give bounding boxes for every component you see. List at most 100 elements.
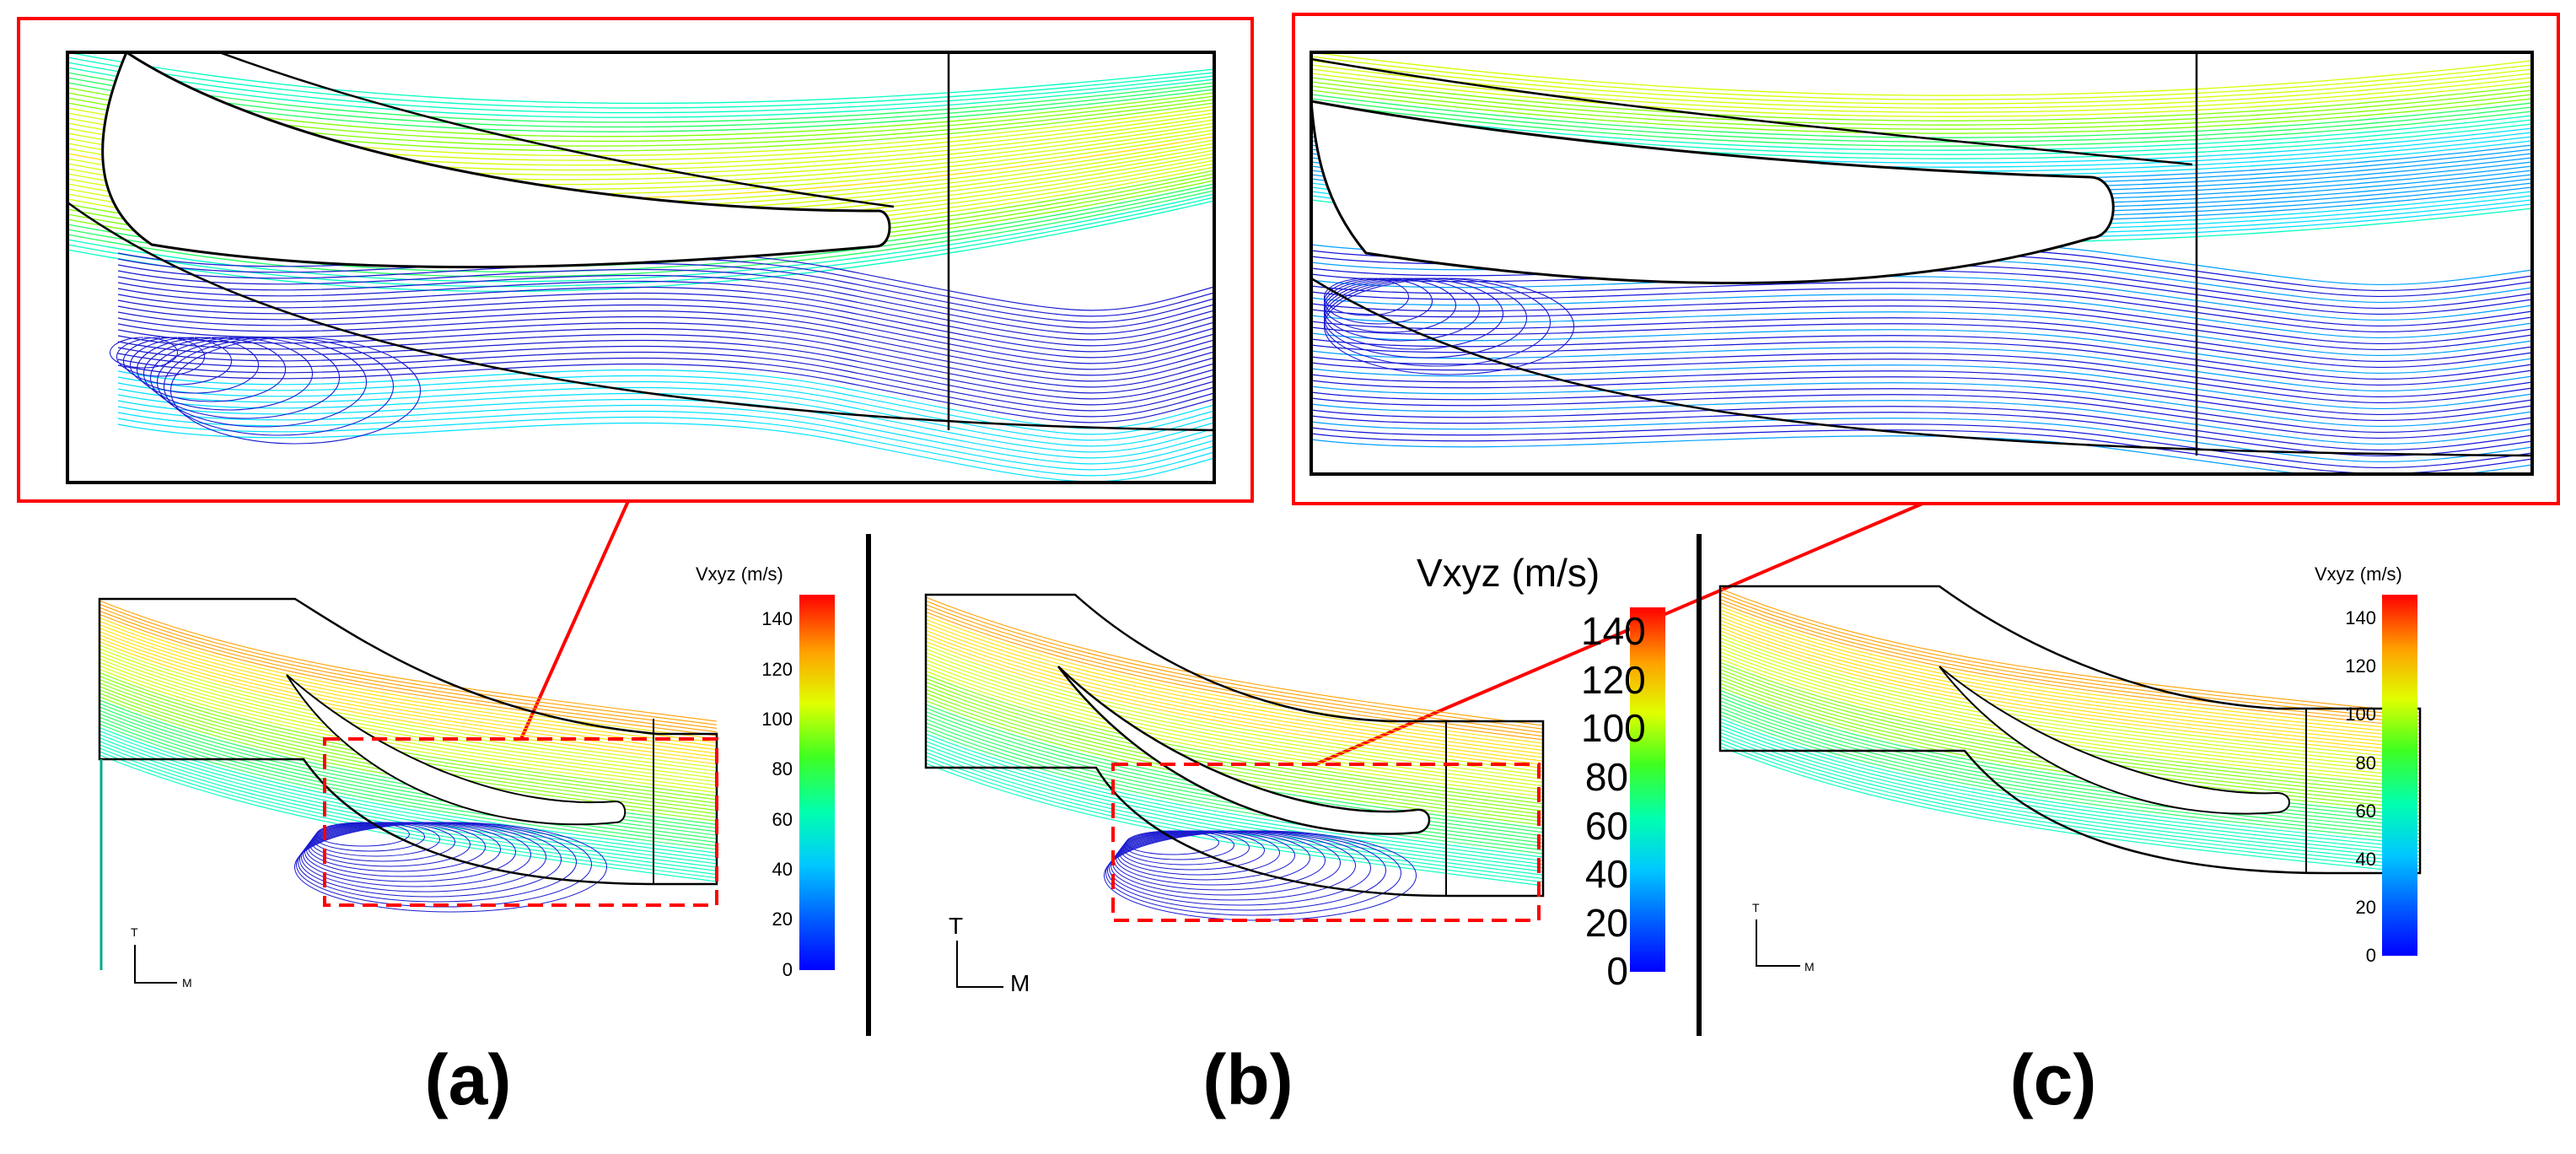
vortex-streamline: [117, 256, 1214, 317]
streamline: [925, 725, 1544, 851]
panel-c-colorbar: [2382, 595, 2417, 956]
vortex-loop: [1124, 830, 1234, 860]
colorbar-tick: 60: [2355, 800, 2376, 822]
streamline: [67, 200, 1214, 292]
colorbar-tick: 40: [2355, 848, 2376, 870]
panel-c-streamlines: [1719, 588, 2421, 874]
vortex-streamline: [117, 404, 1214, 465]
streamline: [1719, 630, 2421, 757]
streamline: [1719, 704, 2421, 831]
streamline: [1311, 102, 2532, 147]
streamline: [1719, 612, 2421, 739]
streamline: [99, 623, 718, 747]
inset-b-endwall: [1311, 277, 2532, 457]
streamline: [99, 741, 718, 868]
streamline: [925, 730, 1544, 855]
vortex-loop: [149, 337, 341, 419]
vortex-streamline: [1311, 418, 2532, 463]
vortex-loop: [1126, 830, 1219, 855]
vortex-streamline: [117, 386, 1214, 447]
vortex-streamline: [1311, 423, 2532, 469]
streamline: [1719, 609, 2421, 735]
streamline: [925, 615, 1544, 744]
vortex-loop: [116, 337, 206, 377]
vortex-loop: [1122, 830, 1250, 866]
vortex-streamline: [1311, 329, 2532, 375]
streamline: [99, 731, 718, 857]
vortex-loop: [169, 337, 422, 445]
vortex-streamline: [1311, 335, 2532, 380]
streamline: [1311, 98, 2532, 143]
panel-c-axis-triad: [1756, 919, 1800, 967]
colorbar-tick: 60: [772, 808, 793, 830]
vortex-streamline: [117, 357, 1214, 418]
streamline: [1719, 676, 2421, 803]
vortex-loop: [294, 822, 607, 913]
vortex-streamline: [117, 327, 1214, 388]
colorbar-tick: 20: [1584, 900, 1628, 945]
streamline: [99, 655, 718, 779]
streamline: [925, 677, 1544, 805]
caption-b: (b): [1202, 1040, 1293, 1119]
colorbar-tick: 80: [1584, 755, 1628, 799]
vortex-streamline: [1311, 394, 2532, 439]
vortex-streamline: [117, 315, 1214, 376]
inset-b-blade: [1311, 100, 2115, 285]
streamline: [67, 62, 1214, 114]
streamline: [925, 663, 1544, 790]
vortex-streamline: [117, 339, 1214, 400]
vortex-streamline: [117, 280, 1214, 341]
vortex-streamline: [1311, 282, 2532, 327]
vortex-loop: [1107, 830, 1386, 911]
streamline: [925, 623, 1544, 752]
panel-a-axis-triad: [134, 945, 177, 984]
vortex-loop: [1111, 830, 1356, 901]
vortex-loop: [299, 822, 562, 898]
panel-a-axis-m: M: [182, 976, 192, 990]
streamline: [99, 607, 718, 729]
vortex-streamline: [117, 321, 1214, 382]
vortex-streamline: [1311, 288, 2532, 333]
vortex-streamline: [117, 398, 1214, 459]
vortex-streamline: [1311, 382, 2532, 428]
streamline: [99, 603, 718, 725]
panel-a: [98, 595, 835, 984]
streamline: [925, 722, 1544, 848]
panel-c-axis-t: T: [1752, 901, 1760, 914]
streamline: [1311, 60, 2532, 105]
vortex-loop: [304, 822, 516, 882]
streamline: [67, 193, 1214, 283]
streamline: [1719, 736, 2421, 863]
vortex-loop: [1119, 830, 1280, 876]
colorbar-tick: 20: [772, 909, 793, 930]
streamline: [1719, 707, 2421, 835]
streamline: [99, 641, 718, 765]
colorbar-b-title: Vxyz (m/s): [1417, 551, 1600, 595]
streamline: [925, 736, 1544, 861]
panel-b-streamlines: [925, 596, 1544, 921]
colorbar-tick: 40: [1584, 852, 1628, 897]
streamline: [925, 659, 1544, 787]
vortex-loop: [301, 822, 546, 892]
vortex-loop: [1323, 278, 1552, 367]
streamline: [1311, 52, 2532, 96]
vortex-streamline: [117, 292, 1214, 353]
streamline: [1719, 588, 2421, 714]
vortex-streamline: [1311, 376, 2532, 422]
panel-c-domain-outline: [1718, 585, 2422, 875]
vortex-streamline: [1311, 270, 2532, 315]
streamline: [925, 715, 1544, 840]
streamline: [99, 713, 718, 839]
inset-a-black-frame: [66, 51, 1216, 484]
streamline: [99, 610, 718, 733]
colorbar-tick: 120: [1581, 657, 1646, 702]
streamline: [99, 720, 718, 847]
panel-a-highlight-box: [323, 737, 718, 907]
streamline: [99, 600, 718, 722]
vortex-streamline: [1311, 388, 2532, 434]
vortex-loop: [1116, 830, 1310, 886]
vortex-streamline: [1311, 412, 2532, 457]
vortex-loop: [1114, 830, 1326, 891]
